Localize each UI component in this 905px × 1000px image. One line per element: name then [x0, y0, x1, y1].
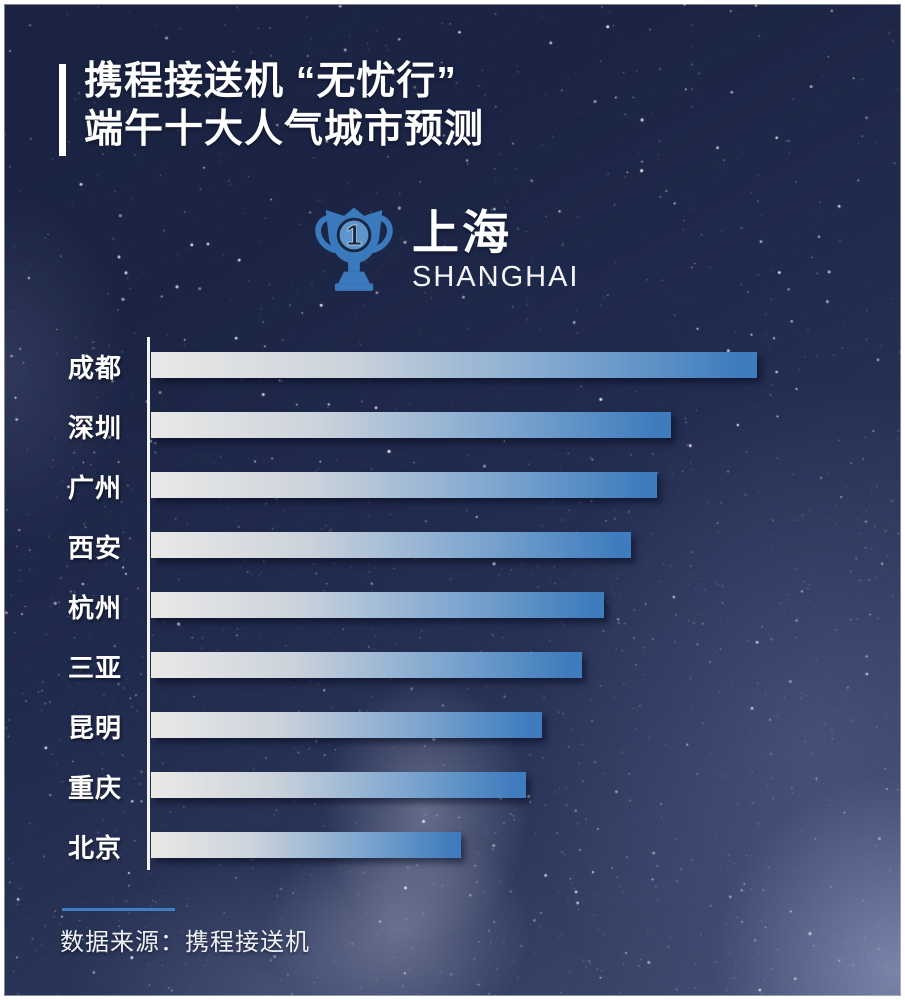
trophy-number1-icon: 1 [315, 207, 393, 291]
bar [151, 712, 542, 738]
bar-label: 广州 [68, 473, 123, 503]
winner-city-name: 上海 [412, 206, 512, 259]
bar-label: 昆明 [68, 713, 123, 743]
bar [151, 652, 582, 678]
bar [151, 772, 526, 798]
data-source-label: 数据来源：携程接送机 [60, 929, 310, 956]
bar-label: 杭州 [68, 593, 123, 623]
bar [151, 832, 461, 858]
bar-label: 重庆 [68, 773, 123, 803]
bar [151, 412, 671, 438]
trophy-rank-number: 1 [346, 220, 362, 252]
page-title-line1: 携程接送机 “无忧行” [84, 60, 457, 103]
bar [151, 472, 657, 498]
title-accent-bar [59, 64, 66, 156]
winner-city-name-en: SHANGHAI [412, 261, 580, 293]
page-title-line2: 端午十大人气城市预测 [84, 108, 485, 151]
bar [151, 592, 604, 618]
bar-label: 三亚 [68, 653, 123, 683]
bar-label: 西安 [68, 533, 123, 563]
winner-block: 1 上海 SHANGHAI [312, 200, 579, 300]
bar-label: 深圳 [68, 413, 123, 443]
bar-label: 北京 [68, 833, 123, 863]
footer-accent-line [62, 908, 175, 911]
bar [151, 352, 757, 378]
page-title: 携程接送机 “无忧行” 端午十大人气城市预测 [84, 58, 484, 154]
bar [151, 532, 631, 558]
chart-axis-line [147, 337, 150, 870]
bar-label: 成都 [68, 353, 123, 383]
